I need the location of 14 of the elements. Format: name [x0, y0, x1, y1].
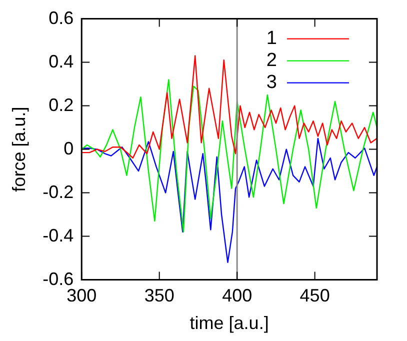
x-axis-title: time [a.u.]	[190, 313, 269, 334]
x-tick-label: 450	[300, 286, 330, 306]
x-tick-label: 400	[222, 286, 252, 306]
y-tick-label: 0.2	[48, 94, 74, 115]
y-tick-label: 0.6	[48, 8, 74, 28]
y-tick-label: 0.4	[48, 51, 74, 72]
y-tick-label: 0	[64, 138, 74, 158]
x-tick-label: 350	[144, 286, 174, 306]
legend-label: 2	[266, 50, 277, 72]
legend-label: 1	[266, 28, 277, 50]
legend-label: 3	[266, 72, 277, 94]
y-axis-title: force [a.u.]	[8, 106, 29, 192]
y-tick-label: -0.2	[42, 182, 74, 202]
y-tick-label: -0.4	[42, 225, 74, 246]
